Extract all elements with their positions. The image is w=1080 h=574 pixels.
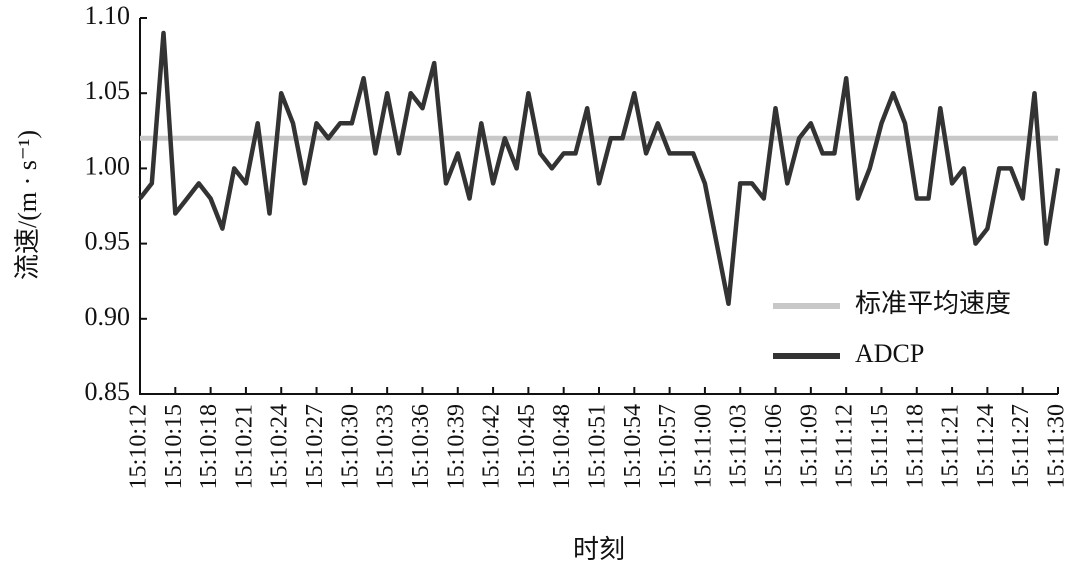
- x-tick-label: 15:10:39: [443, 404, 469, 489]
- y-tick-label: 0.85: [85, 377, 131, 406]
- x-tick-label: 15:10:18: [196, 404, 222, 489]
- y-tick-label: 0.90: [85, 302, 131, 331]
- x-tick-label: 15:11:06: [761, 404, 787, 488]
- x-tick-label: 15:10:30: [337, 404, 363, 489]
- x-tick-label: 15:10:15: [161, 404, 187, 489]
- x-tick-label: 15:11:21: [938, 404, 964, 488]
- y-tick-label: 1.00: [85, 151, 131, 180]
- x-tick-label: 15:10:24: [267, 404, 293, 489]
- x-tick-label: 15:11:18: [902, 404, 928, 488]
- x-tick-label: 15:11:12: [832, 404, 858, 488]
- x-tick-label: 15:11:00: [690, 404, 716, 488]
- x-tick-label: 15:11:03: [726, 404, 752, 488]
- x-tick-label: 15:11:27: [1008, 404, 1034, 488]
- y-tick-label: 1.05: [85, 76, 131, 105]
- y-axis-label: 流速/(m · s⁻¹): [13, 130, 42, 280]
- x-axis-label: 时刻: [573, 535, 625, 564]
- x-tick-label: 15:11:09: [796, 404, 822, 488]
- axes: [139, 18, 1058, 395]
- legend-label: ADCP: [855, 339, 924, 368]
- x-tick-label: 15:11:30: [1044, 404, 1070, 488]
- legend-label: 标准平均速度: [855, 289, 1011, 318]
- x-tick-label: 15:10:42: [479, 404, 505, 489]
- data-line: [138, 30, 1061, 307]
- y-tick-label: 1.10: [85, 1, 131, 30]
- x-tick-label: 15:10:54: [620, 404, 646, 489]
- x-tick-label: 15:11:15: [867, 404, 893, 488]
- x-tick-label: 15:10:21: [231, 404, 257, 489]
- x-tick-label: 15:10:57: [655, 404, 681, 489]
- x-tick-label: 15:10:51: [585, 404, 611, 489]
- x-tick-label: 15:11:24: [973, 404, 999, 488]
- x-tick-label: 15:10:12: [126, 404, 152, 489]
- x-tick-label: 15:10:48: [549, 404, 575, 489]
- x-tick-label: 15:10:45: [514, 404, 540, 489]
- y-tick-label: 0.95: [85, 227, 131, 256]
- x-tick-label: 15:10:33: [373, 404, 399, 489]
- x-tick-label: 15:10:27: [302, 404, 328, 489]
- x-tick-label: 15:10:36: [408, 404, 434, 489]
